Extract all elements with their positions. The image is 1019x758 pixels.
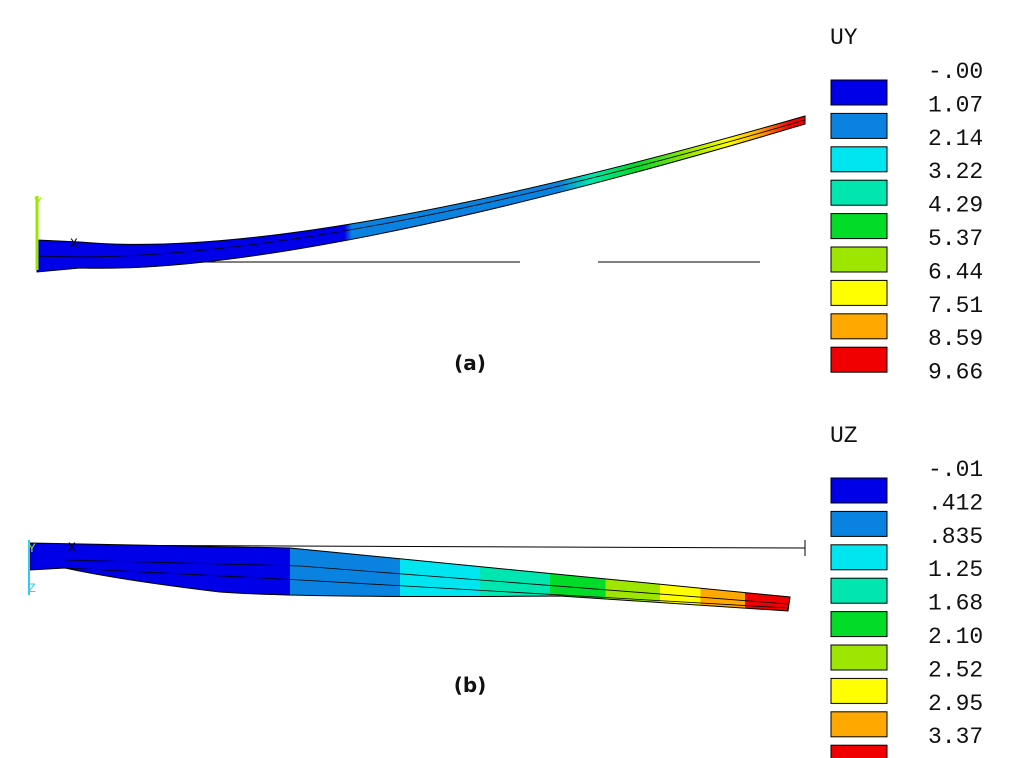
legend-label: 9.66	[928, 360, 983, 386]
panel-label: (a)	[454, 351, 486, 375]
legend-label: 6.44	[928, 259, 983, 285]
legend-swatch	[830, 279, 888, 306]
axis-triad-label: X	[68, 540, 76, 555]
legend-label: 3.22	[928, 159, 983, 185]
legend-swatch	[830, 313, 888, 340]
legend-swatch	[830, 79, 888, 106]
beam-a	[35, 115, 806, 273]
legend-title: UY	[830, 25, 858, 51]
legend-title: UZ	[830, 423, 858, 449]
legend-swatch	[830, 246, 888, 273]
beam-b	[28, 540, 806, 612]
legend-swatch	[830, 544, 888, 571]
legend-label: .412	[928, 490, 983, 516]
legend-label: 2.10	[928, 624, 983, 650]
legend-swatch	[830, 146, 888, 173]
axis-triad-label: Z	[28, 581, 36, 596]
legend-swatch	[830, 711, 888, 738]
panel-label: (b)	[454, 673, 487, 697]
legend-label: .835	[928, 524, 983, 550]
legend-label: 2.14	[928, 126, 983, 152]
legend-label: 2.95	[928, 691, 983, 717]
legend-label: 8.59	[928, 326, 983, 352]
legend-swatch	[830, 611, 888, 638]
legend-swatch	[830, 644, 888, 671]
legend-label: 5.37	[928, 226, 983, 252]
legend-swatch	[830, 510, 888, 537]
legend-label: -.01	[928, 457, 983, 483]
legend-swatch	[830, 213, 888, 240]
axis-triad-label: Y	[34, 195, 42, 210]
legend-label: 1.68	[928, 591, 983, 617]
legend-label: -.00	[928, 59, 983, 85]
legend-swatch	[830, 577, 888, 604]
legend-swatch	[830, 179, 888, 206]
axis-triad-label: Y	[28, 541, 36, 556]
legend-label: 1.25	[928, 557, 983, 583]
legend-swatch	[830, 744, 888, 758]
legend-swatch	[830, 677, 888, 704]
axis-triad-label: X	[70, 236, 78, 251]
legend-label: 1.07	[928, 92, 983, 118]
legend-label: 3.37	[928, 724, 983, 750]
legend-label: 7.51	[928, 293, 983, 319]
legend-swatch	[830, 346, 888, 373]
legend-swatch	[830, 477, 888, 504]
legend-label: 4.29	[928, 193, 983, 219]
legend-swatch	[830, 112, 888, 139]
legend-label: 2.52	[928, 657, 983, 683]
